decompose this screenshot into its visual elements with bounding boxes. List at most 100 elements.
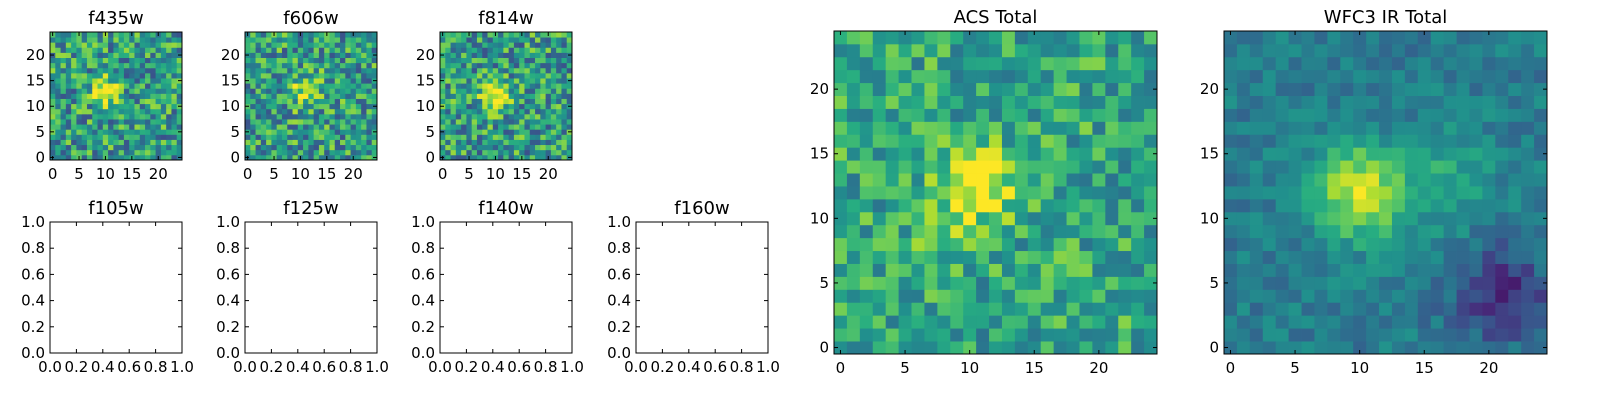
heatmap-cell <box>118 52 125 58</box>
heatmap-cell <box>1144 69 1158 84</box>
heatmap-cell <box>71 108 77 115</box>
x-tick-label: 0.4 <box>481 358 505 376</box>
heatmap-cell <box>834 211 848 226</box>
heatmap-cell <box>466 47 473 53</box>
heatmap-cell <box>155 124 162 130</box>
heatmap-cell <box>350 62 357 69</box>
heatmap-cell <box>950 147 964 161</box>
heatmap-cell <box>911 82 925 96</box>
heatmap-cell <box>859 56 874 71</box>
heatmap-cell <box>1534 315 1548 329</box>
heatmap-cell <box>245 42 251 48</box>
heatmap-cell <box>1224 173 1238 187</box>
heatmap-cell <box>145 134 151 140</box>
heatmap-cell <box>561 67 568 74</box>
heatmap-cell <box>1040 69 1055 84</box>
heatmap-cell <box>303 154 309 161</box>
heatmap-cell <box>65 134 72 140</box>
heatmap-cell <box>937 276 951 290</box>
y-tick-label: 0.0 <box>411 344 435 362</box>
heatmap-cell <box>308 108 315 115</box>
heatmap-cell <box>334 98 341 105</box>
heatmap-cell <box>461 78 467 84</box>
heatmap-cell <box>461 67 467 74</box>
heatmap-cell <box>155 47 162 53</box>
heatmap-cell <box>65 62 72 69</box>
heatmap-cell <box>529 113 536 120</box>
heatmap-cell <box>1249 160 1264 174</box>
heatmap-cell <box>145 88 151 94</box>
heatmap-cell <box>65 72 72 79</box>
heatmap-cell <box>461 32 467 38</box>
heatmap-cell <box>487 139 494 146</box>
heatmap-cell <box>524 98 531 105</box>
heatmap-cell <box>102 62 109 69</box>
heatmap-cell <box>1053 31 1067 45</box>
heatmap-cell <box>566 72 573 79</box>
heatmap-cell <box>118 88 125 94</box>
heatmap-cell <box>846 121 861 135</box>
heatmap-cell <box>1353 108 1367 122</box>
heatmap-cell <box>1534 108 1548 122</box>
heatmap-cell <box>155 113 162 120</box>
heatmap-cell <box>292 88 299 94</box>
heatmap-cell <box>76 98 83 105</box>
heatmap-cell <box>1508 289 1522 303</box>
heatmap-cell <box>1314 276 1328 290</box>
heatmap-cell <box>1327 134 1341 148</box>
heatmap-cell <box>255 93 262 99</box>
heatmap-cell <box>318 67 325 74</box>
heatmap-cell <box>566 83 573 89</box>
heatmap-cell <box>519 47 525 53</box>
heatmap-cell <box>1456 95 1470 109</box>
heatmap-cell <box>166 37 172 43</box>
heatmap-cell <box>1053 198 1067 213</box>
heatmap-cell <box>1249 224 1264 239</box>
heatmap-cell <box>445 139 451 146</box>
heatmap-cell <box>308 154 315 161</box>
heatmap-cell <box>350 42 357 48</box>
heatmap-cell <box>1353 250 1367 264</box>
heatmap-cell <box>513 119 520 125</box>
heatmap-cell <box>345 78 351 84</box>
heatmap-cell <box>318 42 325 48</box>
heatmap-cell <box>334 149 341 156</box>
heatmap-cell <box>872 250 887 264</box>
heatmap-cell <box>324 47 330 53</box>
heatmap-cell <box>508 154 515 161</box>
heatmap-cell <box>540 83 546 89</box>
heatmap-cell <box>1079 224 1093 239</box>
heatmap-cell <box>366 32 373 38</box>
heatmap-cell <box>350 124 357 130</box>
heatmap-cell <box>885 95 899 109</box>
heatmap-cell <box>1340 121 1354 135</box>
heatmap-cell <box>513 144 520 151</box>
heatmap-cell <box>898 121 912 135</box>
heatmap-cell <box>313 139 320 146</box>
heatmap-cell <box>1521 289 1535 303</box>
heatmap-cell <box>859 328 874 342</box>
heatmap-cell <box>540 113 546 120</box>
heatmap-cell <box>50 62 56 69</box>
heatmap-cell <box>440 42 446 48</box>
heatmap-cell <box>324 67 330 74</box>
heatmap-cell <box>292 62 299 69</box>
heatmap-cell <box>303 119 309 125</box>
heatmap-cell <box>92 67 98 74</box>
heatmap-cell <box>329 47 336 53</box>
heatmap-cell <box>176 67 183 74</box>
heatmap-cell <box>1391 186 1406 200</box>
heatmap-cell <box>1066 289 1080 303</box>
heatmap-cell <box>1443 121 1457 135</box>
heatmap-cell <box>872 211 887 226</box>
heatmap-cell <box>1327 289 1341 303</box>
heatmap-cell <box>313 108 320 115</box>
heatmap-cell <box>455 129 462 135</box>
heatmap-cell <box>245 139 251 146</box>
heatmap-cell <box>350 119 357 125</box>
heatmap-cell <box>255 78 262 84</box>
heatmap-cell <box>134 47 141 53</box>
heatmap-cell <box>1534 173 1548 187</box>
heatmap-cell <box>308 88 315 94</box>
heatmap-cell <box>50 67 56 74</box>
